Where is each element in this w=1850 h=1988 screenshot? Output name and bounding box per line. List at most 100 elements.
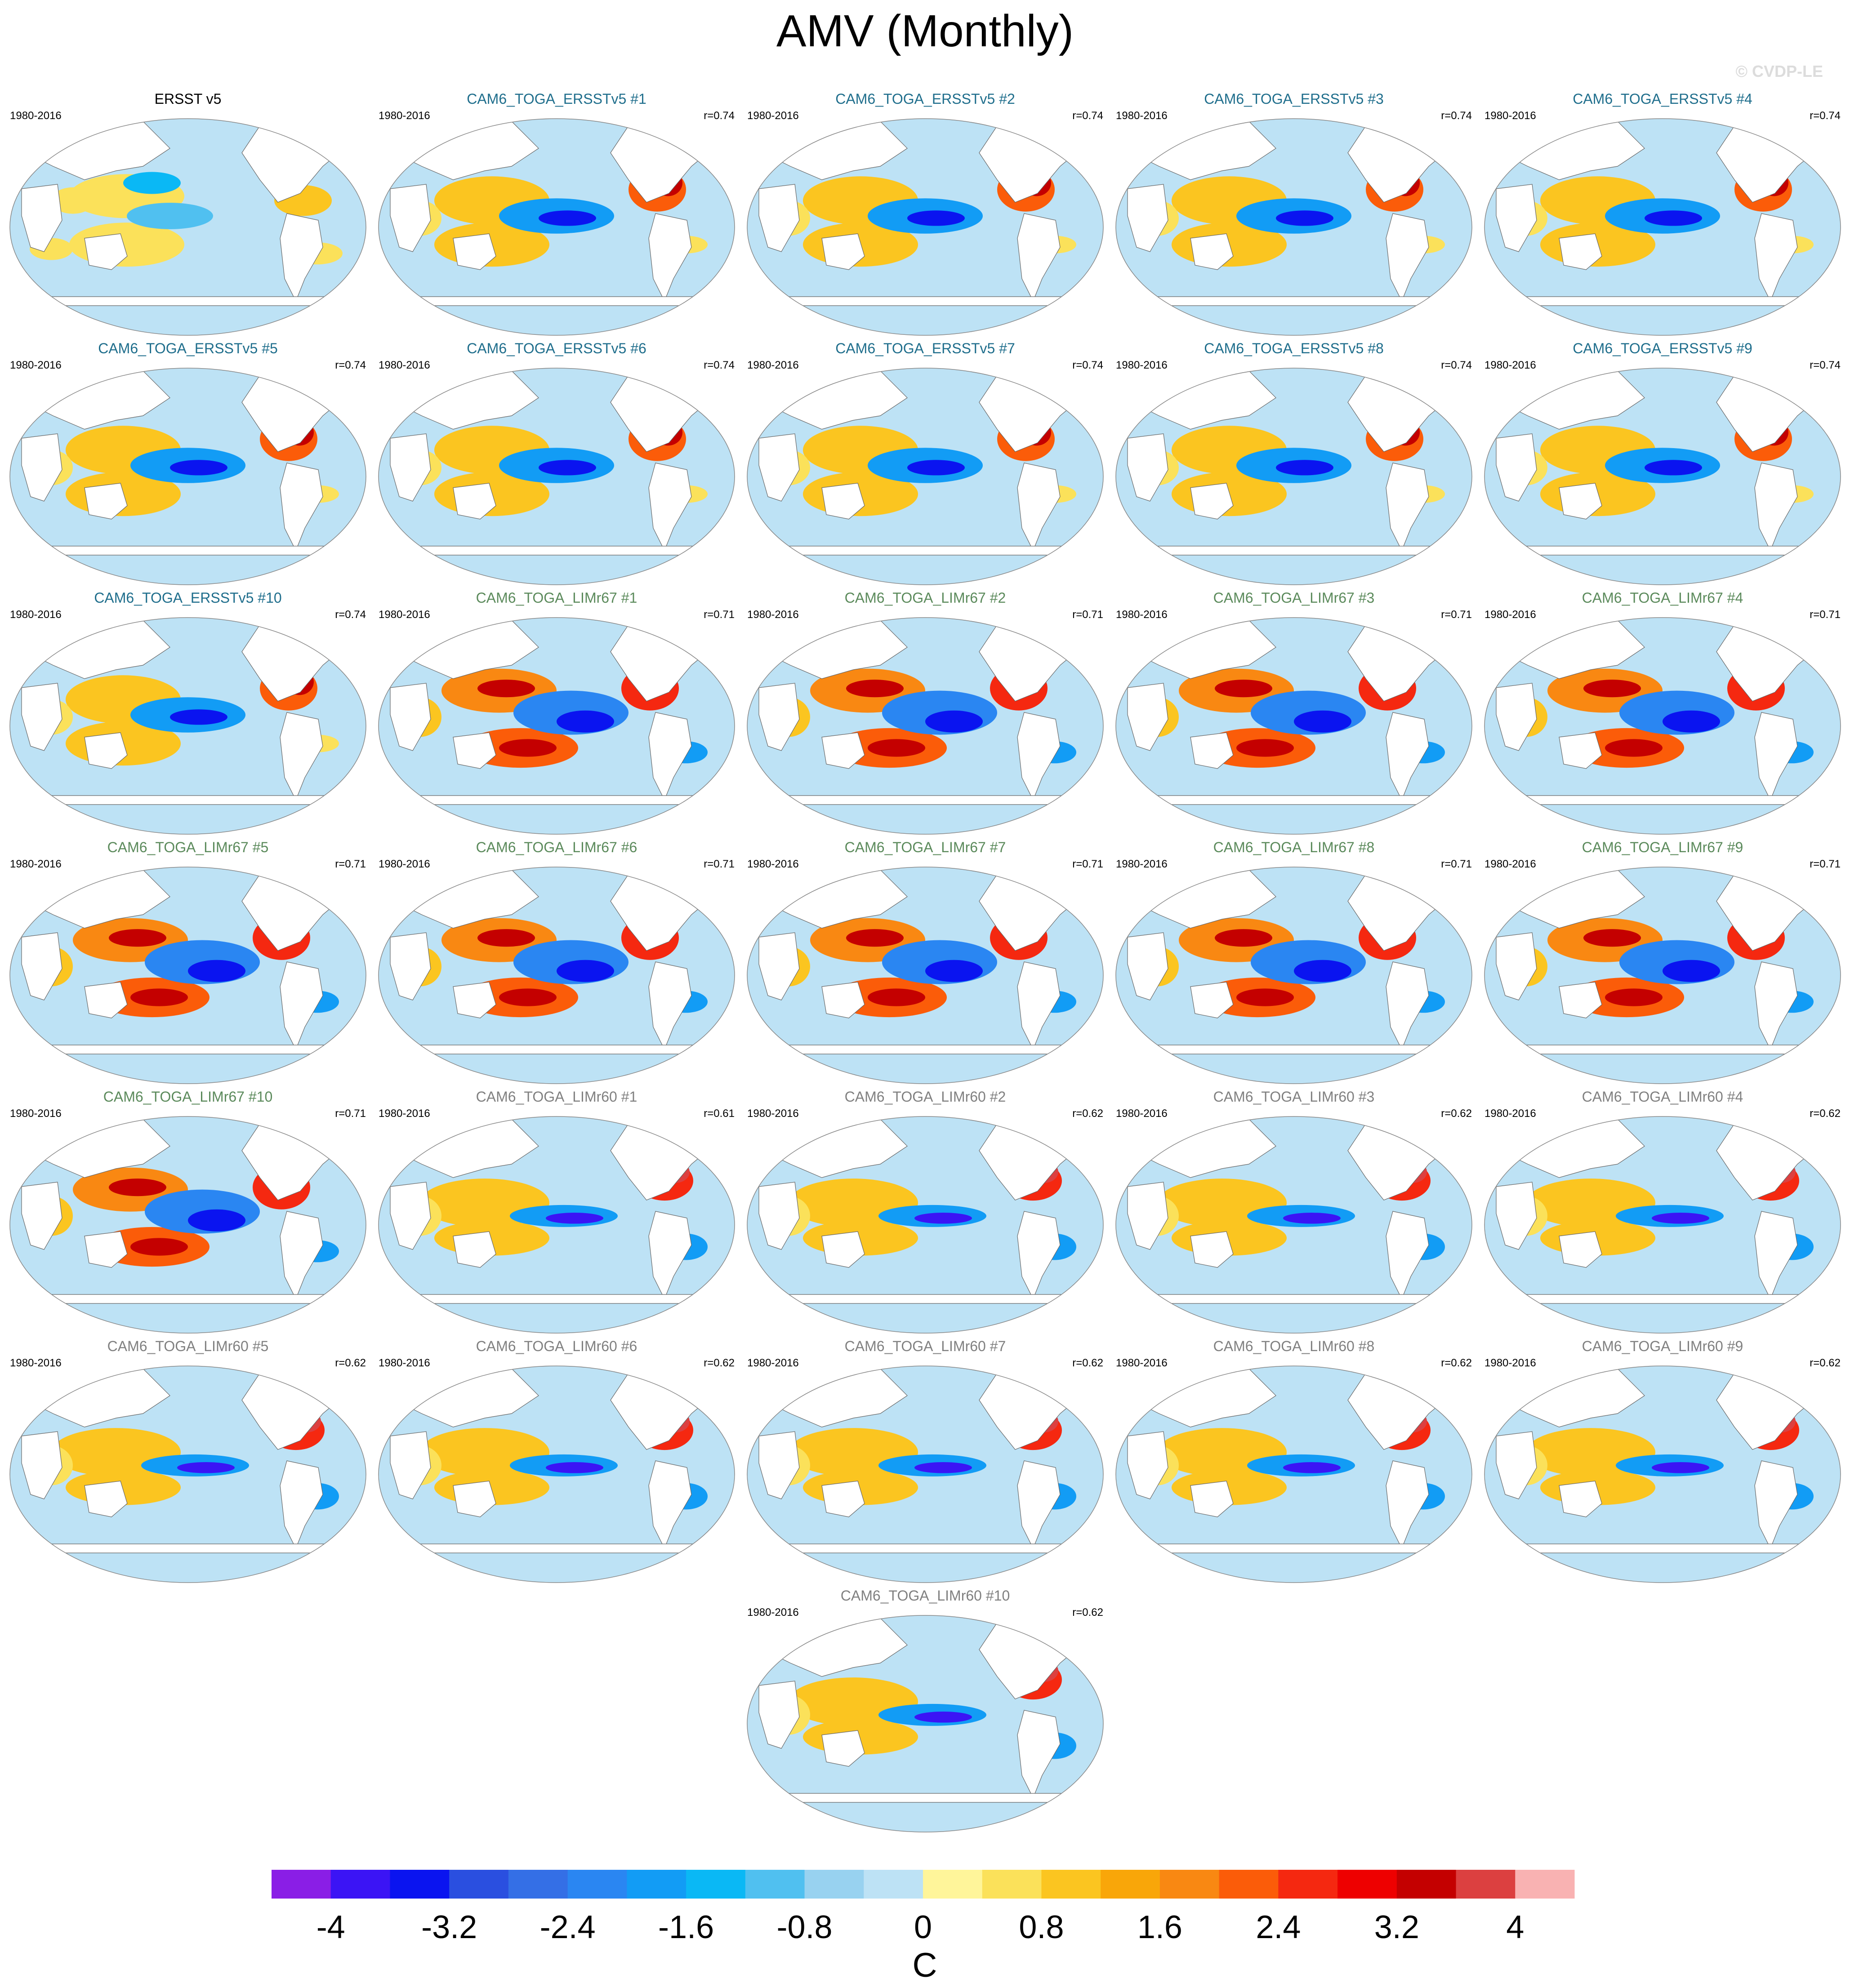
- continent-4-22: [821, 1231, 865, 1268]
- map-panel: CAM6_TOGA_ERSSTv5 #9 1980-2016 r=0.74: [1478, 339, 1847, 587]
- map-panel: CAM6_TOGA_ERSSTv5 #8 1980-2016 r=0.74: [1110, 339, 1478, 587]
- anomaly-contour: [1652, 1213, 1709, 1224]
- anomaly-contour: [170, 709, 227, 725]
- continent-4-13: [1190, 732, 1234, 769]
- map-panel: CAM6_TOGA_ERSSTv5 #6 1980-2016 r=0.74: [372, 339, 741, 587]
- page-title: AMV (Monthly): [776, 6, 1074, 56]
- panel-period: 1980-2016: [10, 1357, 62, 1369]
- map-panel: CAM6_TOGA_LIMr60 #6 1980-2016 r=0.62: [372, 1337, 741, 1584]
- panel-period: 1980-2016: [1484, 609, 1536, 621]
- colorbar-swatch: [1396, 1870, 1457, 1899]
- panel-correlation: r=0.71: [704, 858, 735, 870]
- continent-3-2: [758, 184, 800, 252]
- sst-map: [1484, 368, 1841, 585]
- anomaly-contour: [123, 172, 181, 194]
- continent-1-24: [1754, 1211, 1798, 1300]
- panel-title: CAM6_TOGA_LIMr60 #8: [1213, 1338, 1375, 1354]
- panel-correlation: r=0.62: [1441, 1357, 1472, 1369]
- map-panel: CAM6_TOGA_LIMr67 #5 1980-2016 r=0.71: [4, 838, 372, 1085]
- continent-1-29: [1754, 1460, 1798, 1549]
- continent-1-6: [648, 463, 692, 551]
- panel-correlation: r=0.71: [1072, 858, 1103, 870]
- map-panel: CAM6_TOGA_LIMr60 #9 1980-2016 r=0.62: [1478, 1337, 1847, 1584]
- continent-1-22: [1017, 1211, 1061, 1300]
- map-panel: CAM6_TOGA_LIMr67 #2 1980-2016 r=0.71: [741, 589, 1110, 836]
- map-panel: CAM6_TOGA_ERSSTv5 #3 1980-2016 r=0.74: [1110, 90, 1478, 337]
- sst-map: [1115, 867, 1472, 1084]
- continent-3-7: [758, 433, 800, 502]
- panel-period: 1980-2016: [1116, 110, 1168, 122]
- panel-period: 1980-2016: [1116, 1107, 1168, 1120]
- colorbar-tick-label: 4: [1506, 1909, 1524, 1945]
- anomaly-contour: [868, 739, 925, 757]
- colorbar-swatch: [864, 1870, 923, 1899]
- sst-map: [747, 368, 1104, 585]
- map-outline: [9, 617, 366, 835]
- map-outline: [378, 118, 735, 336]
- map-outline: [378, 617, 735, 835]
- sst-map: [9, 617, 366, 835]
- panel-correlation: r=0.61: [704, 1107, 735, 1120]
- continent-4-1: [453, 233, 496, 270]
- continent-1-3: [1386, 213, 1429, 302]
- anomaly-contour: [539, 210, 596, 226]
- panel-period: 1980-2016: [1116, 609, 1168, 621]
- colorbar-swatch: [982, 1870, 1042, 1899]
- land-mass: [1116, 869, 1472, 1054]
- panel-correlation: r=0.74: [335, 359, 366, 371]
- anomaly-contour: [925, 710, 983, 733]
- map-panel: CAM6_TOGA_LIMr60 #8 1980-2016 r=0.62: [1110, 1337, 1478, 1584]
- continent-3-13: [1127, 683, 1168, 751]
- anomaly-contour: [477, 680, 535, 698]
- continent-3-22: [758, 1182, 800, 1250]
- continent-3-9: [1496, 433, 1537, 502]
- panel-title: CAM6_TOGA_LIMr67 #1: [476, 590, 637, 606]
- panel-title: CAM6_TOGA_ERSSTv5 #9: [1573, 340, 1752, 356]
- continent-1-19: [1754, 961, 1798, 1050]
- continent-3-21: [390, 1182, 431, 1250]
- panel-correlation: r=0.71: [1441, 609, 1472, 621]
- anomaly-contour: [130, 1238, 188, 1256]
- continent-4-6: [453, 483, 496, 520]
- panel-title: CAM6_TOGA_LIMr67 #7: [844, 839, 1006, 855]
- continent-4-23: [1190, 1231, 1234, 1268]
- continent-3-25: [21, 1431, 62, 1499]
- colorbar-swatch: [1337, 1870, 1397, 1899]
- anomaly-contour: [1215, 680, 1272, 698]
- continent-1-7: [1017, 463, 1061, 551]
- anomaly-contour: [477, 929, 535, 947]
- continent-4-4: [1559, 233, 1602, 270]
- continent-1-0: [280, 213, 323, 302]
- colorbar-swatch: [330, 1870, 390, 1899]
- panel-correlation: r=0.74: [1810, 110, 1841, 122]
- anomaly-contour: [925, 960, 983, 982]
- continent-3-10: [21, 683, 62, 751]
- anomaly-field: [1504, 916, 1814, 1018]
- panel-correlation: r=0.74: [335, 609, 366, 621]
- continent-1-9: [1754, 463, 1798, 551]
- sst-map: [378, 867, 735, 1084]
- map-outline: [1115, 867, 1472, 1084]
- map-panel: CAM6_TOGA_LIMr67 #10 1980-2016 r=0.71: [4, 1088, 372, 1335]
- panel-period: 1980-2016: [747, 1606, 799, 1619]
- continent-5-6: [379, 546, 735, 556]
- panel-title: CAM6_TOGA_LIMr60 #7: [844, 1338, 1006, 1354]
- colorbar-swatch: [390, 1870, 450, 1899]
- sst-map: [9, 1365, 366, 1583]
- continent-4-11: [453, 732, 496, 769]
- map-panel: CAM6_TOGA_ERSSTv5 #7 1980-2016 r=0.74: [741, 339, 1110, 587]
- continent-4-26: [453, 1481, 496, 1517]
- anomaly-contour: [170, 460, 227, 476]
- continent-4-24: [1559, 1231, 1602, 1268]
- map-panel: CAM6_TOGA_LIMr67 #3 1980-2016 r=0.71: [1110, 589, 1478, 836]
- anomaly-contour: [1276, 460, 1333, 476]
- anomaly-contour: [1294, 960, 1351, 982]
- panel-title: CAM6_TOGA_ERSSTv5 #8: [1204, 340, 1384, 356]
- colorbar-swatch: [567, 1870, 627, 1899]
- colorbar-tick-label: -3.2: [421, 1909, 477, 1945]
- map-panel: CAM6_TOGA_LIMr67 #7 1980-2016 r=0.71: [741, 838, 1110, 1085]
- anomaly-contour: [1645, 210, 1702, 226]
- continent-5-14: [1484, 795, 1841, 805]
- map-outline: [9, 368, 366, 585]
- map-outline: [1115, 617, 1472, 835]
